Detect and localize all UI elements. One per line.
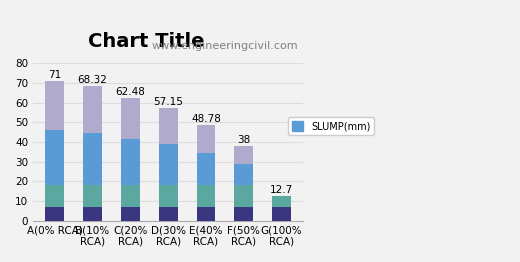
- Bar: [121, 185, 140, 207]
- Bar: [83, 86, 102, 133]
- Bar: [159, 207, 178, 221]
- Bar: [235, 185, 253, 207]
- Bar: [159, 144, 178, 185]
- Text: 57.15: 57.15: [153, 97, 183, 107]
- Bar: [235, 164, 253, 185]
- Bar: [235, 146, 253, 164]
- Text: 62.48: 62.48: [115, 87, 145, 97]
- Bar: [83, 207, 102, 221]
- Text: www.engineeringcivil.com: www.engineeringcivil.com: [151, 41, 298, 51]
- Bar: [197, 125, 215, 153]
- Text: 38: 38: [237, 135, 251, 145]
- Bar: [45, 130, 64, 185]
- Bar: [272, 195, 291, 207]
- Bar: [121, 98, 140, 139]
- Bar: [45, 81, 64, 130]
- Text: 12.7: 12.7: [270, 185, 293, 195]
- Bar: [159, 108, 178, 144]
- Bar: [83, 185, 102, 207]
- Bar: [235, 207, 253, 221]
- Bar: [83, 133, 102, 185]
- Bar: [159, 185, 178, 207]
- Bar: [45, 207, 64, 221]
- Text: 48.78: 48.78: [191, 114, 221, 124]
- Bar: [272, 207, 291, 221]
- Bar: [45, 185, 64, 207]
- Bar: [197, 153, 215, 185]
- Bar: [197, 185, 215, 207]
- Text: Chart Title: Chart Title: [88, 32, 205, 51]
- Bar: [197, 207, 215, 221]
- Bar: [121, 139, 140, 185]
- Text: 68.32: 68.32: [77, 75, 108, 85]
- Bar: [121, 207, 140, 221]
- Legend: SLUMP(mm): SLUMP(mm): [288, 117, 374, 135]
- Text: 71: 71: [48, 70, 61, 80]
